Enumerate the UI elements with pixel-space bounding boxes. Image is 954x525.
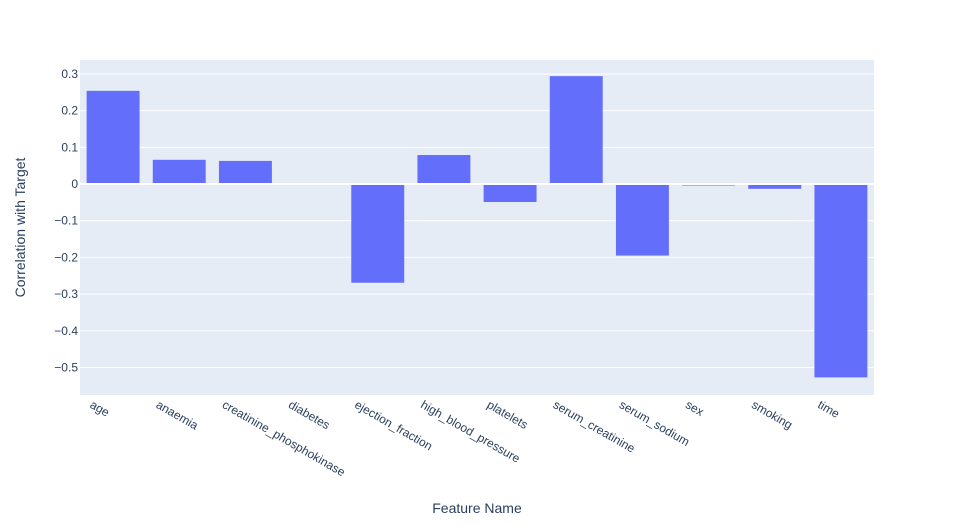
- bar-creatinine_phosphokinase: [218, 160, 272, 185]
- y-tick-label: −0.1: [54, 214, 78, 228]
- y-tick-label: 0: [71, 177, 78, 191]
- y-tick-label: −0.5: [54, 360, 78, 374]
- y-tick-label: −0.4: [54, 324, 78, 338]
- x-tick-label: platelets: [485, 397, 531, 431]
- grid-lines: [80, 73, 874, 368]
- bar-time: [814, 184, 868, 378]
- x-axis-title: Feature Name: [432, 500, 522, 516]
- bar-age: [86, 90, 140, 185]
- x-tick-label: anaemia: [154, 397, 201, 432]
- bar-anaemia: [152, 159, 206, 185]
- bars: [86, 76, 868, 378]
- x-tick-label: age: [88, 397, 113, 419]
- bar-smoking: [748, 184, 802, 189]
- bar-ejection_fraction: [351, 184, 405, 283]
- x-tick-label: time: [815, 397, 842, 421]
- x-tick-label: smoking: [749, 397, 795, 431]
- y-tick-label: −0.2: [54, 250, 78, 264]
- x-tick-label: diabetes: [286, 397, 332, 432]
- x-tick-labels: age anaemia creatinine_phosphokinasediabet…: [88, 397, 843, 479]
- y-tick-label: −0.3: [54, 287, 78, 301]
- x-tick-label: sex: [683, 397, 706, 418]
- x-tick-label: creatinine_phosphokinase: [220, 397, 348, 479]
- bar-high_blood_pressure: [417, 155, 471, 185]
- plot-background: [80, 60, 874, 395]
- y-axis-title: Correlation with Target: [12, 157, 28, 297]
- bar-serum_creatinine: [549, 76, 603, 185]
- bar-serum_sodium: [615, 184, 669, 256]
- y-tick-label: 0.2: [61, 104, 78, 118]
- bar-platelets: [483, 184, 537, 202]
- y-tick-label: 0.3: [61, 67, 78, 81]
- y-tick-label: 0.1: [61, 140, 78, 154]
- y-tick-labels: 0.3 0.2 0.1 0 −0.1 −0.2 −0.3 −0.4 −0.5: [54, 67, 78, 375]
